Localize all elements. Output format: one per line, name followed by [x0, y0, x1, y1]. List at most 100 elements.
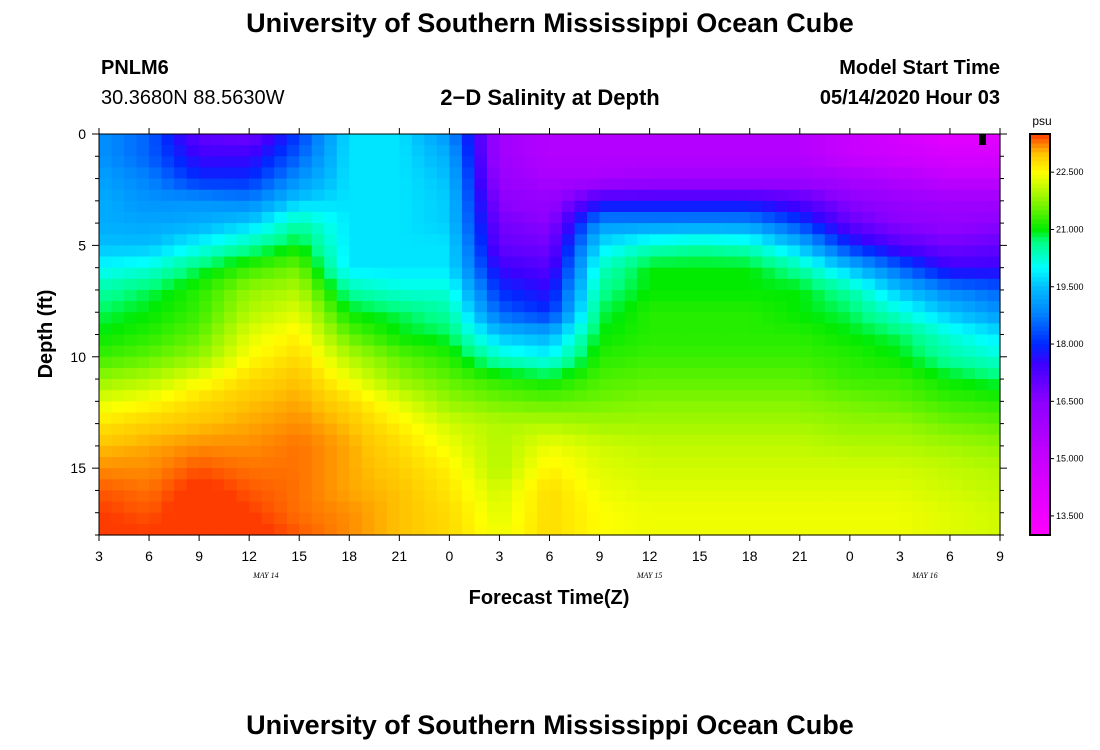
heatmap-cell	[824, 356, 838, 369]
heatmap-cell	[474, 334, 488, 347]
heatmap-cell	[361, 223, 375, 235]
heatmap-cell	[599, 423, 613, 436]
heatmap-cell	[837, 390, 851, 402]
heatmap-cell	[662, 211, 676, 224]
heatmap-cell	[336, 501, 350, 514]
heatmap-cell	[774, 312, 788, 324]
heatmap-cell	[887, 356, 901, 369]
heatmap-cell	[361, 501, 375, 514]
heatmap-cell	[299, 312, 313, 324]
heatmap-cell	[987, 312, 1001, 324]
heatmap-cell	[987, 289, 1001, 302]
heatmap-cell	[236, 390, 250, 402]
heatmap-cell	[574, 501, 588, 514]
heatmap-cell	[737, 312, 751, 324]
colorbar-segment	[1030, 463, 1050, 469]
heatmap-cell	[224, 390, 238, 402]
heatmap-cell	[862, 301, 876, 313]
heatmap-cell	[774, 512, 788, 525]
heatmap-cell	[987, 301, 1001, 313]
heatmap-cell	[974, 512, 989, 525]
colorbar-segment	[1030, 450, 1050, 456]
heatmap-cell	[687, 445, 701, 458]
heatmap-cell	[436, 200, 450, 213]
heatmap-cell	[949, 434, 964, 447]
heatmap-cell	[849, 167, 863, 180]
heatmap-cell	[649, 156, 663, 169]
heatmap-cell	[461, 468, 476, 480]
heatmap-cell	[737, 289, 751, 302]
heatmap-cell	[637, 289, 651, 302]
heatmap-cell	[211, 390, 225, 402]
heatmap-cell	[511, 490, 526, 503]
heatmap-cell	[286, 345, 300, 358]
heatmap-cell	[949, 245, 964, 258]
heatmap-cell	[374, 401, 388, 414]
heatmap-cell	[662, 245, 676, 258]
heatmap-cell	[399, 178, 413, 191]
heatmap-cell	[149, 134, 163, 146]
heatmap-cell	[311, 167, 325, 180]
heatmap-cell	[712, 234, 726, 246]
heatmap-cell	[787, 267, 801, 280]
heatmap-cell	[962, 412, 976, 425]
heatmap-cell	[236, 267, 250, 280]
heatmap-cell	[99, 390, 113, 402]
heatmap-cell	[824, 167, 838, 180]
heatmap-cell	[449, 334, 463, 347]
heatmap-cell	[687, 490, 701, 503]
heatmap-cell	[924, 412, 939, 425]
heatmap-cell	[787, 512, 801, 525]
heatmap-cell	[436, 379, 450, 391]
heatmap-cell	[562, 334, 576, 347]
heatmap-cell	[286, 323, 300, 336]
heatmap-cell	[349, 490, 363, 503]
heatmap-cell	[399, 267, 413, 280]
heatmap-cell	[724, 501, 738, 514]
heatmap-cell	[511, 156, 526, 169]
heatmap-cell	[699, 278, 713, 291]
heatmap-cell	[549, 134, 563, 146]
heatmap-cell	[411, 457, 425, 469]
heatmap-cell	[974, 200, 989, 213]
heatmap-cell	[962, 267, 976, 280]
heatmap-cell	[749, 323, 763, 336]
heatmap-cell	[624, 512, 638, 525]
heatmap-cell	[411, 200, 425, 213]
heatmap-cell	[324, 134, 338, 146]
heatmap-cell	[724, 367, 738, 380]
heatmap-cell	[637, 278, 651, 291]
heatmap-cell	[849, 278, 863, 291]
colorbar-segment	[1030, 227, 1050, 233]
heatmap-cell	[99, 490, 113, 503]
heatmap-cell	[374, 278, 388, 291]
heatmap-cell	[411, 323, 425, 336]
heatmap-cell	[587, 512, 601, 525]
heatmap-cell	[624, 379, 638, 391]
heatmap-cell	[511, 523, 526, 536]
heatmap-cell	[924, 434, 939, 447]
heatmap-cell	[199, 390, 213, 402]
heatmap-cell	[762, 434, 776, 447]
heatmap-cell	[837, 490, 851, 503]
heatmap-cell	[161, 345, 175, 358]
heatmap-cell	[799, 134, 813, 146]
heatmap-cell	[737, 445, 751, 458]
heatmap-cell	[624, 490, 638, 503]
heatmap-cell	[737, 134, 751, 146]
heatmap-cell	[849, 312, 863, 324]
heatmap-cell	[949, 412, 964, 425]
heatmap-cell	[399, 156, 413, 169]
heatmap-cell	[912, 178, 926, 191]
heatmap-cell	[562, 145, 576, 157]
heatmap-cell	[361, 211, 375, 224]
heatmap-cell	[136, 423, 150, 436]
heatmap-cell	[937, 278, 951, 291]
heatmap-cell	[474, 401, 488, 414]
heatmap-cell	[574, 189, 588, 202]
heatmap-cell	[361, 334, 375, 347]
heatmap-cell	[536, 178, 551, 191]
colorbar-segment	[1030, 383, 1050, 389]
heatmap-cell	[824, 145, 838, 157]
heatmap-cell	[174, 356, 188, 369]
